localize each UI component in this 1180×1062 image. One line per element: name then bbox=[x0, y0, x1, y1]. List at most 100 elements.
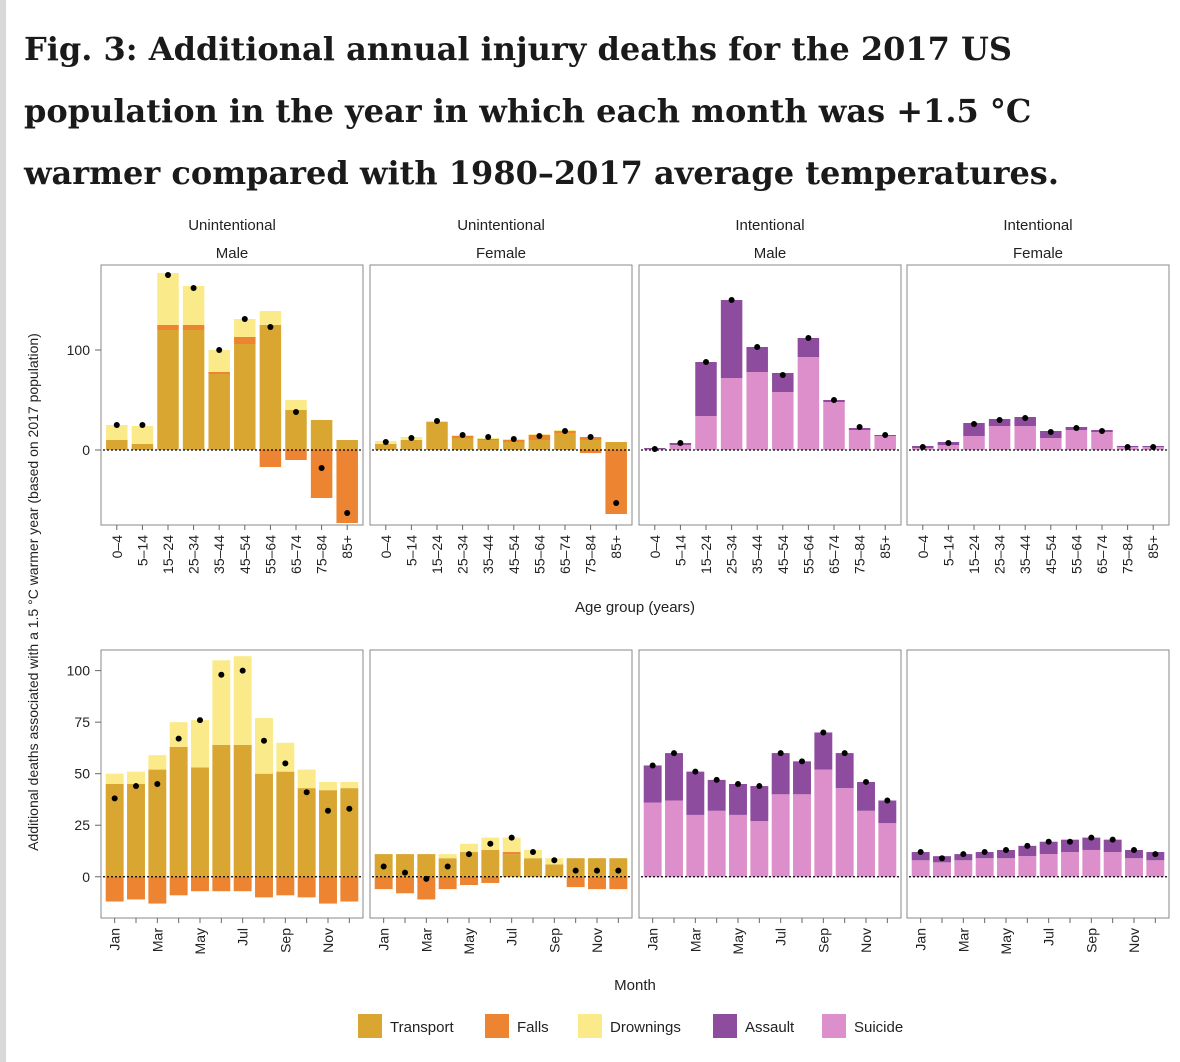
legend-label: Transport bbox=[390, 1019, 454, 1036]
bar-suicide bbox=[665, 800, 683, 877]
panel-month-1: Jan Mar May Jul Sep Nov bbox=[100, 649, 364, 954]
y-tick-label: 25 bbox=[74, 817, 90, 833]
bar-transport bbox=[545, 864, 564, 877]
net-total-point bbox=[408, 435, 415, 441]
x-tick-label: 15–24 bbox=[698, 535, 714, 574]
x-tick-label: Sep bbox=[815, 928, 831, 953]
bar-falls bbox=[285, 450, 307, 460]
net-total-point bbox=[261, 737, 267, 744]
x-tick-label: 45–54 bbox=[506, 535, 522, 574]
x-tick-label: 85+ bbox=[339, 535, 355, 559]
x-tick-label: Jul bbox=[773, 928, 789, 946]
bar-drownings bbox=[460, 843, 478, 853]
bar-transport bbox=[609, 858, 628, 877]
bar-falls bbox=[234, 337, 256, 344]
strip-label: Female bbox=[1013, 245, 1063, 262]
x-tick-label: 35–44 bbox=[749, 535, 765, 574]
x-tick-label: May bbox=[192, 928, 208, 954]
bar-transport bbox=[297, 788, 316, 877]
bar-assault bbox=[878, 800, 897, 824]
net-total-point bbox=[779, 372, 786, 378]
net-total-point bbox=[919, 444, 926, 450]
net-total-point bbox=[856, 424, 863, 430]
x-tick-label: Jan bbox=[107, 928, 123, 951]
net-total-point bbox=[1003, 846, 1009, 853]
x-tick-label: May bbox=[730, 928, 746, 954]
bar-falls bbox=[169, 876, 188, 896]
net-total-point bbox=[175, 735, 182, 742]
bar-suicide bbox=[746, 372, 768, 450]
net-total-point bbox=[820, 729, 827, 736]
x-tick-label: Mar bbox=[687, 928, 703, 952]
x-tick-label: 85+ bbox=[877, 535, 893, 559]
net-total-point bbox=[613, 500, 620, 506]
bar-falls bbox=[212, 876, 231, 892]
net-total-point bbox=[380, 863, 387, 870]
x-tick-label: 55–64 bbox=[800, 535, 816, 574]
bar-transport bbox=[285, 410, 307, 450]
x-tick-label: 25–34 bbox=[992, 535, 1008, 574]
x-tick-label: 0–4 bbox=[109, 535, 125, 559]
bar-falls bbox=[255, 876, 273, 898]
x-tick-label: 25–34 bbox=[186, 535, 202, 574]
bar-assault bbox=[1039, 841, 1058, 855]
bar-suicide bbox=[771, 794, 790, 877]
net-total-point bbox=[197, 717, 203, 724]
bar-transport bbox=[310, 420, 333, 450]
bar-transport bbox=[255, 773, 273, 877]
x-tick-label: 5–14 bbox=[940, 535, 956, 566]
bar-suicide bbox=[686, 814, 705, 877]
x-tick-label: Sep bbox=[277, 928, 293, 953]
bar-falls bbox=[340, 876, 359, 902]
bar-falls bbox=[148, 876, 167, 904]
x-tick-label: 75–84 bbox=[583, 535, 599, 574]
x-tick-label: 15–24 bbox=[429, 535, 445, 574]
bar-suicide bbox=[695, 416, 717, 450]
bar-falls bbox=[579, 450, 602, 453]
net-total-point bbox=[154, 781, 161, 787]
bar-drownings bbox=[148, 755, 167, 770]
net-total-point bbox=[651, 446, 658, 452]
bar-transport bbox=[127, 784, 145, 877]
bar-assault bbox=[814, 732, 833, 770]
net-total-point bbox=[1109, 836, 1116, 843]
bar-suicide bbox=[1018, 856, 1037, 877]
bar-drownings bbox=[169, 722, 188, 747]
bar-transport bbox=[340, 788, 359, 877]
net-total-point bbox=[1047, 429, 1054, 435]
net-total-point bbox=[510, 436, 517, 442]
bar-suicide bbox=[857, 810, 875, 877]
x-tick-label: Nov bbox=[1126, 928, 1142, 953]
legend-swatch bbox=[578, 1014, 602, 1038]
bar-falls bbox=[374, 876, 393, 890]
net-total-point bbox=[831, 397, 837, 403]
bar-suicide bbox=[1082, 849, 1101, 877]
bar-suicide bbox=[643, 802, 662, 877]
bar-suicide bbox=[835, 788, 854, 877]
bar-drownings bbox=[297, 769, 316, 789]
net-total-point bbox=[293, 409, 299, 415]
bar-falls bbox=[276, 876, 295, 896]
net-total-point bbox=[485, 434, 492, 440]
bar-falls bbox=[157, 325, 179, 330]
bar-suicide bbox=[878, 823, 897, 877]
bar-transport bbox=[319, 790, 337, 877]
x-tick-label: 45–54 bbox=[237, 535, 253, 574]
x-tick-label: 85+ bbox=[1145, 535, 1161, 559]
net-total-point bbox=[459, 432, 466, 438]
bar-transport bbox=[182, 330, 205, 450]
figure-title: Fig. 3: Additional annual injury deaths … bbox=[24, 30, 1059, 192]
y-tick-label: 75 bbox=[74, 714, 90, 730]
net-total-point bbox=[587, 434, 594, 440]
bar-assault bbox=[665, 753, 683, 801]
bar-assault bbox=[797, 338, 820, 357]
net-total-point bbox=[562, 428, 568, 434]
net-total-point bbox=[649, 762, 656, 769]
net-total-point bbox=[216, 347, 223, 353]
strip-label: Intentional bbox=[1003, 217, 1072, 234]
bar-transport bbox=[375, 444, 397, 450]
bar-suicide bbox=[933, 862, 951, 877]
net-total-point bbox=[841, 750, 848, 757]
net-total-point bbox=[487, 840, 494, 847]
bar-suicide bbox=[1040, 438, 1062, 450]
